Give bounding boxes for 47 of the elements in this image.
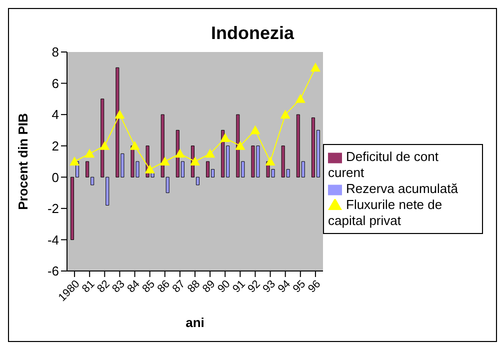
point — [280, 110, 290, 119]
point — [250, 125, 260, 134]
x-tick-label: 88 — [185, 278, 203, 296]
point — [130, 140, 140, 150]
y-tick-label: 4 — [52, 107, 59, 122]
legend-label: Fluxurile nete de capital privat — [328, 197, 442, 228]
y-tick-label: 0 — [52, 170, 59, 185]
x-tick-label: 84 — [125, 278, 142, 296]
y-tick-label: 6 — [52, 76, 59, 91]
legend-label: Rezerva acumulată — [346, 181, 458, 196]
x-tick-label: 96 — [306, 278, 324, 296]
point — [235, 140, 246, 150]
x-tick-label: 81 — [80, 278, 98, 296]
point — [295, 94, 306, 103]
point — [265, 156, 276, 166]
y-axis-title: Procent din PIB — [16, 113, 31, 210]
point — [190, 156, 200, 166]
point — [144, 164, 155, 174]
point — [174, 148, 185, 158]
x-tick-label: 95 — [290, 278, 308, 296]
x-tick-label: 91 — [230, 278, 248, 296]
y-tick-label: -2 — [47, 201, 59, 216]
x-tick-label: 86 — [155, 278, 173, 296]
y-tick-label: 2 — [52, 138, 59, 154]
x-axis-title: ani — [186, 315, 204, 330]
chart-title: Indonezia — [210, 23, 296, 44]
x-tick-label: 94 — [276, 278, 293, 296]
point — [220, 133, 230, 142]
point — [84, 148, 95, 158]
point — [310, 62, 320, 72]
x-tick-label: 85 — [140, 278, 158, 296]
x-tick-label: 83 — [110, 278, 128, 296]
y-tick-label: 8 — [52, 44, 59, 60]
point — [114, 110, 125, 119]
legend-label: Deficitul de cont curent — [328, 149, 438, 180]
x-tick-label: 92 — [246, 278, 263, 296]
y-tick-label: -6 — [47, 264, 59, 279]
x-tick-label: 89 — [200, 278, 218, 296]
point — [100, 140, 110, 150]
point — [160, 156, 170, 166]
x-tick-label: 90 — [216, 278, 233, 296]
point — [205, 148, 216, 158]
point — [70, 156, 80, 166]
x-tick-label: 82 — [95, 278, 112, 296]
x-tick-label: 87 — [170, 278, 188, 296]
x-tick-label: 93 — [260, 278, 278, 296]
y-tick-label: -4 — [47, 232, 59, 248]
